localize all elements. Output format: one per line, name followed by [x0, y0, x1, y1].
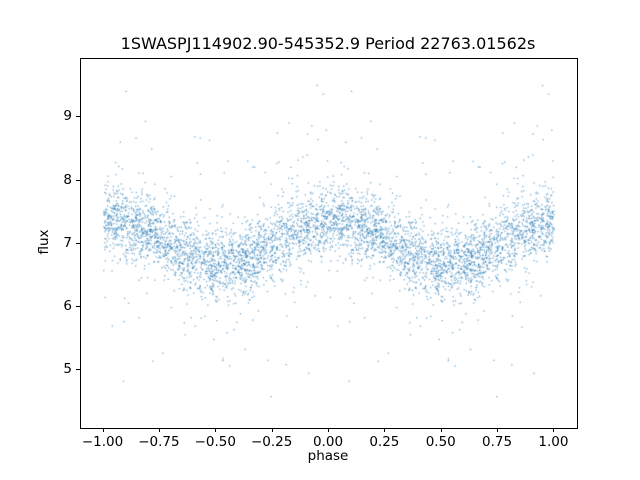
x-tick-label: −0.25 — [250, 434, 293, 450]
y-tick-label: 7 — [63, 234, 72, 251]
x-tick-label: 0.50 — [425, 434, 456, 450]
scatter-points-canvas — [81, 59, 577, 428]
x-tick-label: −1.00 — [81, 434, 124, 450]
plot-area — [80, 58, 578, 429]
x-tick-label: 0.00 — [312, 434, 344, 450]
y-tick-mark — [76, 116, 80, 118]
x-tick-label: 1.00 — [538, 434, 569, 450]
x-tick-mark — [102, 428, 104, 432]
y-tick-label: 5 — [63, 361, 72, 378]
x-tick-mark — [384, 428, 386, 432]
y-tick-mark — [76, 369, 80, 371]
x-tick-label: 0.25 — [369, 434, 400, 450]
y-tick-label: 9 — [63, 108, 72, 125]
x-tick-mark — [328, 428, 329, 432]
x-tick-mark — [553, 428, 555, 432]
x-tick-mark — [271, 428, 273, 432]
x-tick-label: −0.75 — [138, 434, 180, 450]
y-tick-mark — [76, 179, 80, 181]
chart-title: 1SWASPJ114902.90-545352.9 Period 22763.0… — [120, 34, 536, 53]
y-tick-mark — [76, 242, 80, 244]
x-tick-mark — [158, 428, 160, 432]
x-tick-mark — [497, 428, 499, 432]
x-axis-label: phase — [307, 448, 349, 464]
x-tick-mark — [215, 428, 217, 432]
y-tick-label: 8 — [63, 171, 72, 188]
x-tick-label: 0.75 — [482, 434, 513, 450]
x-tick-mark — [440, 428, 442, 432]
y-tick-mark — [76, 306, 80, 308]
y-tick-label: 6 — [63, 298, 72, 315]
x-tick-label: −0.50 — [194, 434, 236, 450]
